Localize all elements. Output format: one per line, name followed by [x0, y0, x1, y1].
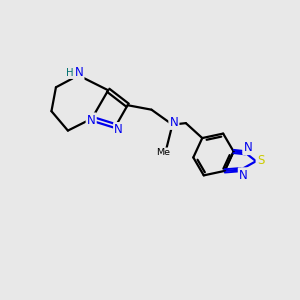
Text: S: S: [257, 154, 264, 167]
Text: N: N: [114, 123, 123, 136]
Text: N: N: [87, 114, 95, 127]
Text: N: N: [239, 169, 248, 182]
Text: N: N: [243, 141, 252, 154]
Text: Me: Me: [156, 148, 170, 158]
Text: N: N: [169, 116, 178, 129]
Text: N: N: [75, 67, 83, 80]
Text: H: H: [66, 68, 74, 78]
